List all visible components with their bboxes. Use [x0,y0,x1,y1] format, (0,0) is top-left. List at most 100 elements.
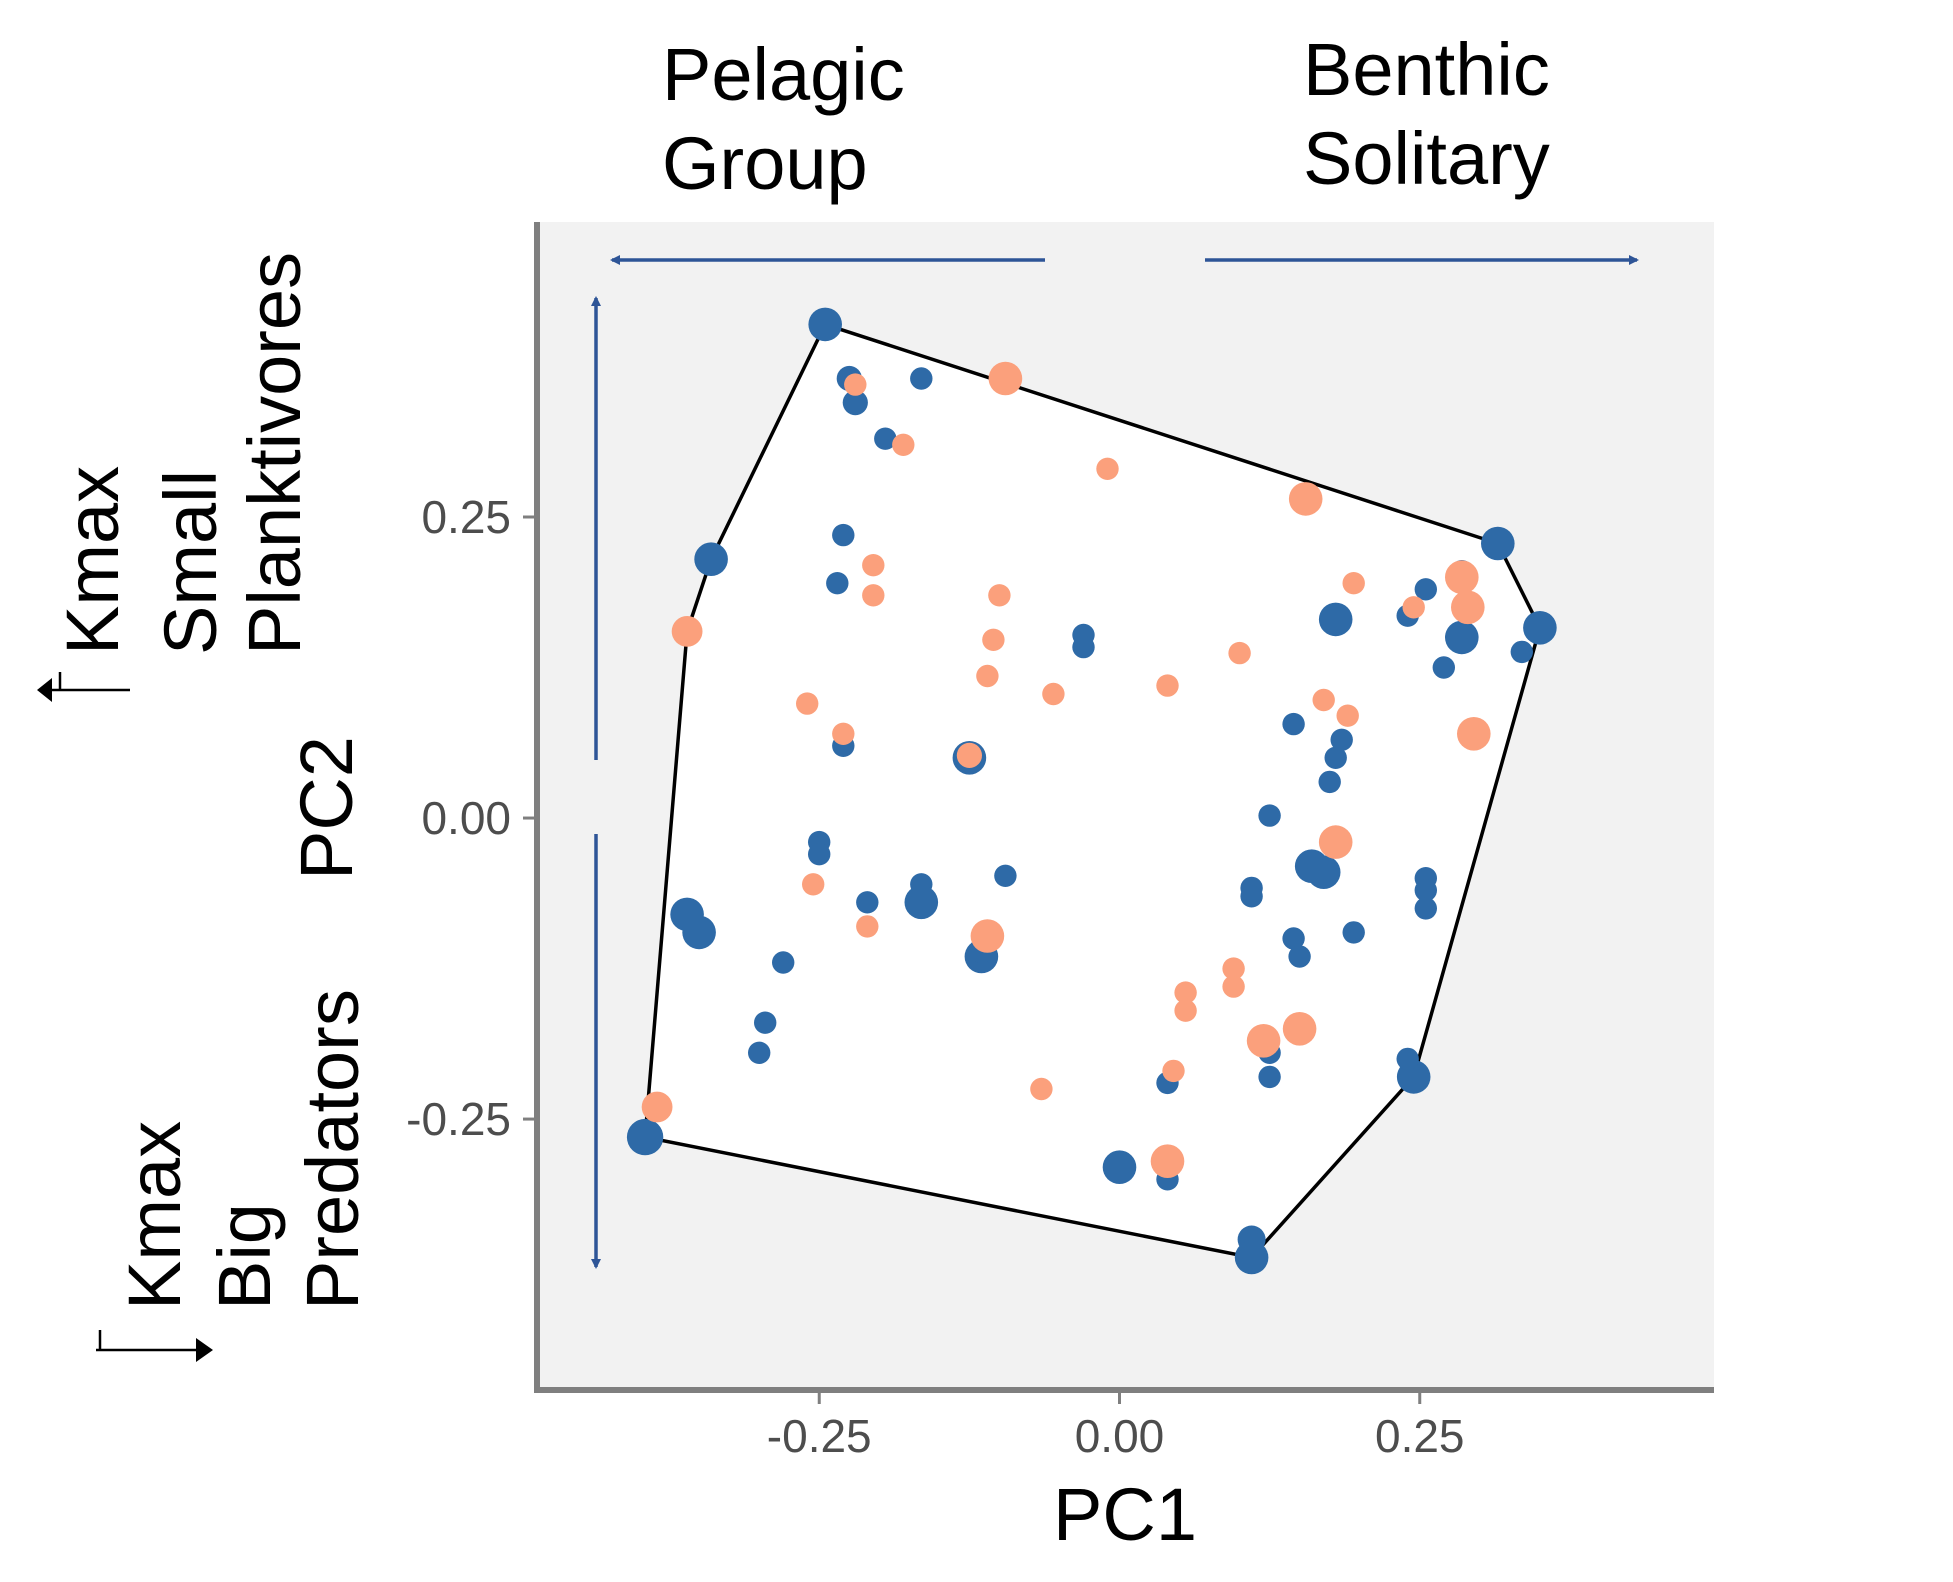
data-point-series1-15 [856,891,879,914]
data-point-series1-1 [808,307,842,342]
data-point-series1-52 [1306,855,1341,889]
data-point-series1-35 [1396,1047,1419,1071]
x-tick-label: 0.00 [1075,1410,1165,1462]
data-point-series2-2 [988,361,1023,396]
kmax-up-arrow-icon [37,678,52,702]
data-point-series1-59 [1414,879,1438,902]
data-point-series2-4 [1096,457,1119,480]
kmax-down-label: Kmax [113,1121,196,1310]
data-point-series1-21 [772,951,795,974]
data-point-series2-34 [1282,1012,1317,1046]
data-point-series1-37 [1523,611,1557,645]
data-point-series1-45 [1318,602,1353,637]
data-point-series2-38 [641,1091,673,1123]
data-point-series2-19 [832,722,855,745]
kmax-down-arrow-icon [196,1338,213,1362]
predators-label: Predators [291,989,374,1310]
data-point-series2-7 [862,584,885,607]
data-point-series2-31 [1174,981,1197,1004]
big-label: Big [203,1203,286,1310]
pelagic-label-line2: Group [662,122,868,205]
points-layer [626,307,1557,1275]
data-point-series2-37 [1150,1144,1185,1178]
data-point-series1-32 [1258,1065,1281,1089]
data-point-series2-28 [671,616,703,647]
data-point-series1-46 [1282,712,1305,736]
data-point-series1-55 [1282,927,1305,950]
data-point-series1-22 [754,1011,777,1034]
data-point-series1-12 [1072,635,1095,659]
data-point-series1-20 [682,915,716,950]
data-point-series1-18 [994,864,1017,887]
data-point-series2-20 [956,742,983,769]
planktivores-label: Planktivores [233,252,316,655]
data-point-series2-36 [1162,1059,1185,1083]
data-point-series1-50 [1258,804,1281,827]
data-point-series1-14 [808,843,831,866]
data-point-series2-35 [1030,1077,1053,1101]
y-axis-title: PC2 [285,736,368,880]
data-point-series1-36 [1481,526,1515,561]
x-axis-title: PC1 [1053,1473,1197,1556]
data-point-series2-13 [1228,641,1251,665]
x-tick-label: -0.25 [767,1410,872,1462]
data-point-series1-7 [832,523,855,547]
data-point-series2-15 [1445,560,1479,594]
y-tick-label: 0.25 [421,491,511,543]
data-point-series2-27 [970,919,1005,953]
data-point-series2-11 [1042,682,1065,706]
kmax-up-label: Kmax [51,466,134,655]
data-point-series2-18 [796,692,819,715]
data-point-series1-48 [1324,746,1347,769]
data-point-series1-56 [1288,945,1311,968]
data-point-series2-30 [1222,975,1245,998]
data-point-series1-31 [1234,1240,1269,1275]
ticks-layer: -0.25 0.00 0.25 0.25 0.00 -0.25 [406,491,1464,1462]
small-label: Small [149,470,232,655]
data-point-series1-40 [1414,578,1438,601]
data-point-series2-5 [1288,482,1323,516]
data-point-series2-25 [802,873,825,896]
data-point-series2-22 [1336,704,1359,727]
data-point-series1-4 [910,367,933,390]
data-point-series2-9 [982,628,1005,651]
data-point-series1-26 [626,1118,664,1156]
data-point-series1-5 [874,427,897,450]
data-point-series1-38 [1510,640,1534,664]
data-point-series2-24 [1318,825,1353,859]
data-point-series1-49 [1318,770,1341,794]
data-point-series1-47 [1330,728,1353,751]
data-point-series1-43 [1432,656,1456,679]
y-tick-label: 0.00 [421,792,511,844]
y-tick-label: -0.25 [406,1093,511,1145]
benthic-label-line1: Benthic [1303,28,1550,111]
data-point-series1-27 [1102,1150,1137,1184]
data-point-series2-14 [1342,572,1365,595]
data-point-series1-42 [1445,620,1479,655]
data-point-series1-8 [826,572,849,595]
data-point-series2-12 [1156,674,1179,697]
data-point-series2-29 [1222,957,1245,980]
data-point-series2-33 [1246,1024,1281,1058]
benthic-label-line2: Solitary [1303,117,1550,200]
data-point-series2-3 [892,433,915,456]
x-tick-label: 0.25 [1375,1410,1465,1462]
data-point-series2-10 [976,664,999,688]
data-point-series1-57 [1342,921,1365,944]
data-point-series1-54 [1240,885,1263,908]
pelagic-label-line1: Pelagic [662,33,905,116]
data-point-series2-8 [988,584,1011,607]
data-point-series2-16 [1451,590,1485,625]
data-point-series2-26 [856,915,879,938]
data-point-series2-17 [1402,596,1425,619]
data-point-series1-3 [842,390,868,416]
data-point-series2-21 [1312,688,1335,712]
data-point-series1-23 [748,1041,771,1065]
data-point-series2-23 [1457,717,1491,751]
data-point-series1-6 [694,542,728,576]
data-point-series1-17 [904,885,939,920]
data-point-series1-60 [1414,897,1438,920]
data-point-series2-6 [862,554,885,577]
data-point-series2-32 [1174,999,1197,1022]
